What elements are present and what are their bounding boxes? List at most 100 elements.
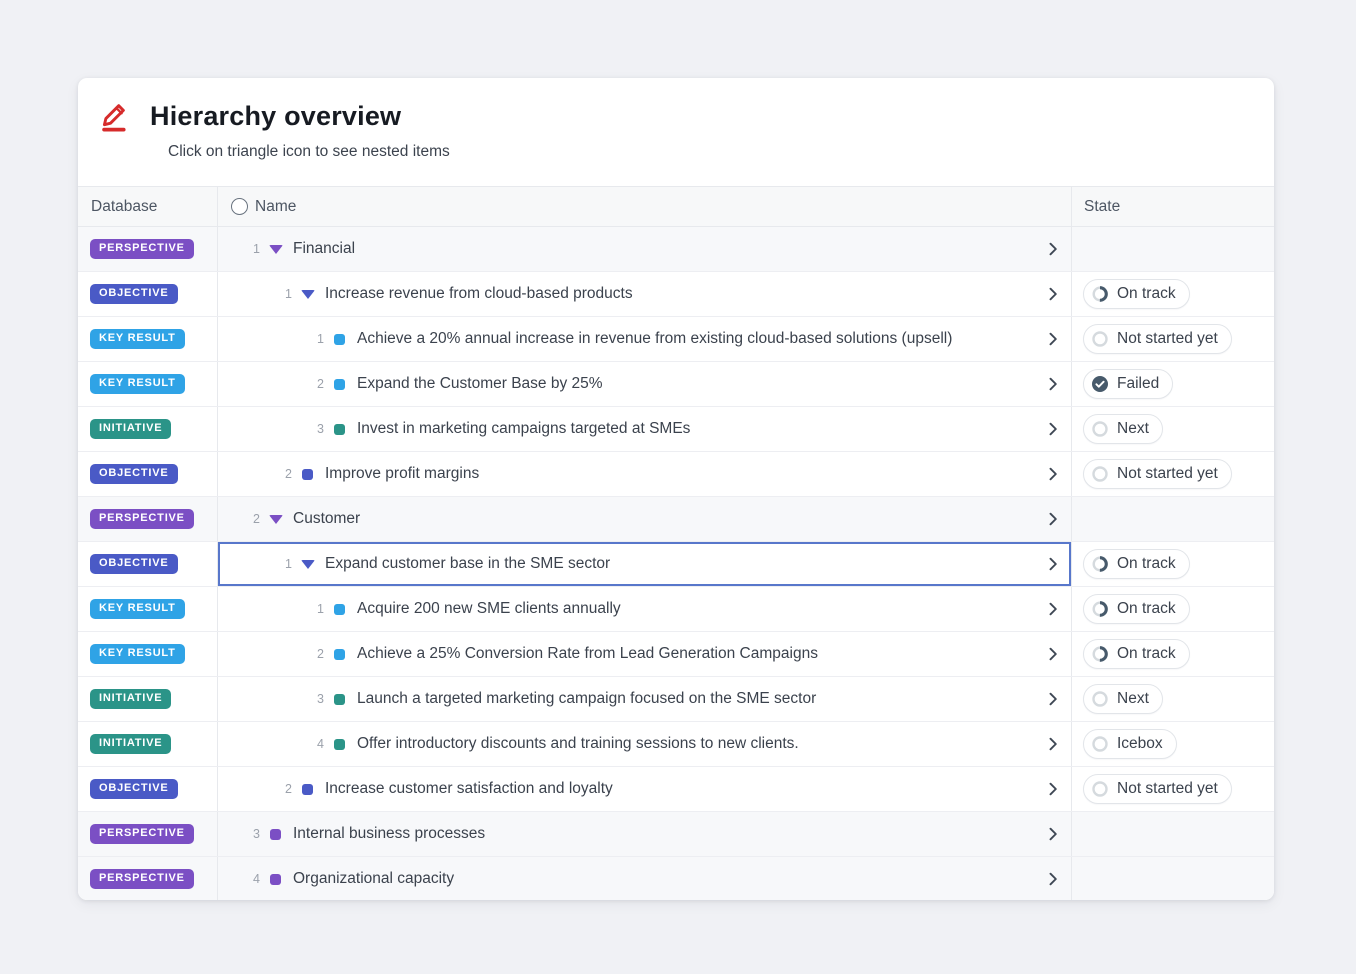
row-number: 2 xyxy=(253,512,260,526)
state-cell: On track xyxy=(1072,587,1274,631)
table-row[interactable]: PERSPECTIVE 1 Financial xyxy=(78,227,1274,272)
table-row[interactable]: KEY RESULT 1 Achieve a 20% annual increa… xyxy=(78,317,1274,362)
chevron-right-icon[interactable] xyxy=(1049,377,1058,391)
database-badge[interactable]: KEY RESULT xyxy=(90,644,185,664)
expand-triangle-icon[interactable] xyxy=(300,559,315,569)
database-badge[interactable]: OBJECTIVE xyxy=(90,464,178,484)
row-number: 1 xyxy=(285,557,292,571)
state-icon xyxy=(1091,465,1109,483)
column-header-state[interactable]: State xyxy=(1084,197,1121,215)
table-row[interactable]: KEY RESULT 2 Achieve a 25% Conversion Ra… xyxy=(78,632,1274,677)
name-cell[interactable]: 3 Internal business processes xyxy=(218,812,1072,856)
table-row[interactable]: PERSPECTIVE 3 Internal business processe… xyxy=(78,812,1274,857)
name-cell[interactable]: 2 Improve profit margins xyxy=(218,452,1072,496)
state-badge[interactable]: Icebox xyxy=(1083,728,1177,760)
database-badge[interactable]: PERSPECTIVE xyxy=(90,239,194,259)
table-row[interactable]: INITIATIVE 4 Offer introductory discount… xyxy=(78,722,1274,767)
state-cell: Next xyxy=(1072,677,1274,721)
state-label: Not started yet xyxy=(1117,464,1218,482)
expand-triangle-icon[interactable] xyxy=(268,514,283,524)
row-number: 2 xyxy=(317,647,324,661)
table-row[interactable]: OBJECTIVE 2 Improve profit margins Not s… xyxy=(78,452,1274,497)
state-badge[interactable]: Not started yet xyxy=(1083,773,1232,805)
chevron-right-icon[interactable] xyxy=(1049,467,1058,481)
state-badge[interactable]: On track xyxy=(1083,548,1190,580)
state-badge[interactable]: Not started yet xyxy=(1083,458,1232,490)
select-all-checkbox[interactable] xyxy=(231,198,248,215)
table-row[interactable]: PERSPECTIVE 4 Organizational capacity xyxy=(78,857,1274,900)
table-row[interactable]: OBJECTIVE 2 Increase customer satisfacti… xyxy=(78,767,1274,812)
database-badge[interactable]: OBJECTIVE xyxy=(90,779,178,799)
name-cell[interactable]: 1 Increase revenue from cloud-based prod… xyxy=(218,272,1072,316)
database-badge[interactable]: KEY RESULT xyxy=(90,599,185,619)
chevron-right-icon[interactable] xyxy=(1049,287,1058,301)
database-badge[interactable]: OBJECTIVE xyxy=(90,554,178,574)
chevron-right-icon[interactable] xyxy=(1049,557,1058,571)
state-label: On track xyxy=(1117,644,1176,662)
table-row[interactable]: INITIATIVE 3 Launch a targeted marketing… xyxy=(78,677,1274,722)
chevron-right-icon[interactable] xyxy=(1049,647,1058,661)
column-header-name[interactable]: Name xyxy=(218,187,1072,226)
row-number: 2 xyxy=(285,467,292,481)
table-row[interactable]: KEY RESULT 2 Expand the Customer Base by… xyxy=(78,362,1274,407)
table-row[interactable]: KEY RESULT 1 Acquire 200 new SME clients… xyxy=(78,587,1274,632)
name-cell[interactable]: 1 Acquire 200 new SME clients annually xyxy=(218,587,1072,631)
table-row[interactable]: INITIATIVE 3 Invest in marketing campaig… xyxy=(78,407,1274,452)
name-cell[interactable]: 1 Achieve a 20% annual increase in reven… xyxy=(218,317,1072,361)
database-badge[interactable]: PERSPECTIVE xyxy=(90,824,194,844)
row-number: 1 xyxy=(285,287,292,301)
name-cell[interactable]: 4 Organizational capacity xyxy=(218,857,1072,900)
name-cell[interactable]: 1 Financial xyxy=(218,227,1072,271)
database-badge[interactable]: PERSPECTIVE xyxy=(90,509,194,529)
table-body: PERSPECTIVE 1 Financial OBJECTIVE 1 Incr… xyxy=(78,227,1274,900)
chevron-right-icon[interactable] xyxy=(1049,332,1058,346)
column-header-database[interactable]: Database xyxy=(78,187,218,226)
row-icon-box xyxy=(332,603,347,615)
name-cell[interactable]: 3 Invest in marketing campaigns targeted… xyxy=(218,407,1072,451)
chevron-right-icon[interactable] xyxy=(1049,872,1058,886)
database-badge[interactable]: KEY RESULT xyxy=(90,329,185,349)
state-badge[interactable]: Next xyxy=(1083,413,1163,445)
name-cell[interactable]: 3 Launch a targeted marketing campaign f… xyxy=(218,677,1072,721)
state-badge[interactable]: Next xyxy=(1083,683,1163,715)
state-badge[interactable]: On track xyxy=(1083,638,1190,670)
state-badge[interactable]: On track xyxy=(1083,593,1190,625)
state-badge[interactable]: On track xyxy=(1083,278,1190,310)
state-cell: Not started yet xyxy=(1072,317,1274,361)
database-badge[interactable]: PERSPECTIVE xyxy=(90,869,194,889)
row-name-label: Financial xyxy=(293,240,356,257)
database-badge[interactable]: INITIATIVE xyxy=(90,419,172,439)
state-badge[interactable]: Failed xyxy=(1083,368,1174,400)
state-icon xyxy=(1091,735,1109,753)
chevron-right-icon[interactable] xyxy=(1049,692,1058,706)
chevron-right-icon[interactable] xyxy=(1049,242,1058,256)
chevron-right-icon[interactable] xyxy=(1049,827,1058,841)
name-cell[interactable]: 4 Offer introductory discounts and train… xyxy=(218,722,1072,766)
database-badge[interactable]: INITIATIVE xyxy=(90,689,172,709)
chevron-right-icon[interactable] xyxy=(1049,422,1058,436)
name-cell[interactable]: 2 Expand the Customer Base by 25% xyxy=(218,362,1072,406)
chevron-right-icon[interactable] xyxy=(1049,512,1058,526)
table-row[interactable]: OBJECTIVE 1 Increase revenue from cloud-… xyxy=(78,272,1274,317)
chevron-right-icon[interactable] xyxy=(1049,602,1058,616)
database-badge[interactable]: KEY RESULT xyxy=(90,374,185,394)
chevron-right-icon[interactable] xyxy=(1049,782,1058,796)
row-number: 2 xyxy=(317,377,324,391)
chevron-right-icon[interactable] xyxy=(1049,737,1058,751)
state-badge[interactable]: Not started yet xyxy=(1083,323,1232,355)
name-cell[interactable]: 2 Achieve a 25% Conversion Rate from Lea… xyxy=(218,632,1072,676)
name-cell[interactable]: 1 Expand customer base in the SME sector xyxy=(218,542,1072,586)
name-cell[interactable]: 2 Customer xyxy=(218,497,1072,541)
name-cell[interactable]: 2 Increase customer satisfaction and loy… xyxy=(218,767,1072,811)
table-row[interactable]: PERSPECTIVE 2 Customer xyxy=(78,497,1274,542)
row-icon-box xyxy=(332,333,347,345)
expand-triangle-icon[interactable] xyxy=(300,289,315,299)
database-badge[interactable]: INITIATIVE xyxy=(90,734,172,754)
database-cell: PERSPECTIVE xyxy=(78,812,218,856)
row-number: 3 xyxy=(317,422,324,436)
database-cell: INITIATIVE xyxy=(78,407,218,451)
expand-triangle-icon[interactable] xyxy=(268,244,283,254)
database-badge[interactable]: OBJECTIVE xyxy=(90,284,178,304)
database-cell: KEY RESULT xyxy=(78,317,218,361)
table-row[interactable]: OBJECTIVE 1 Expand customer base in the … xyxy=(78,542,1274,587)
